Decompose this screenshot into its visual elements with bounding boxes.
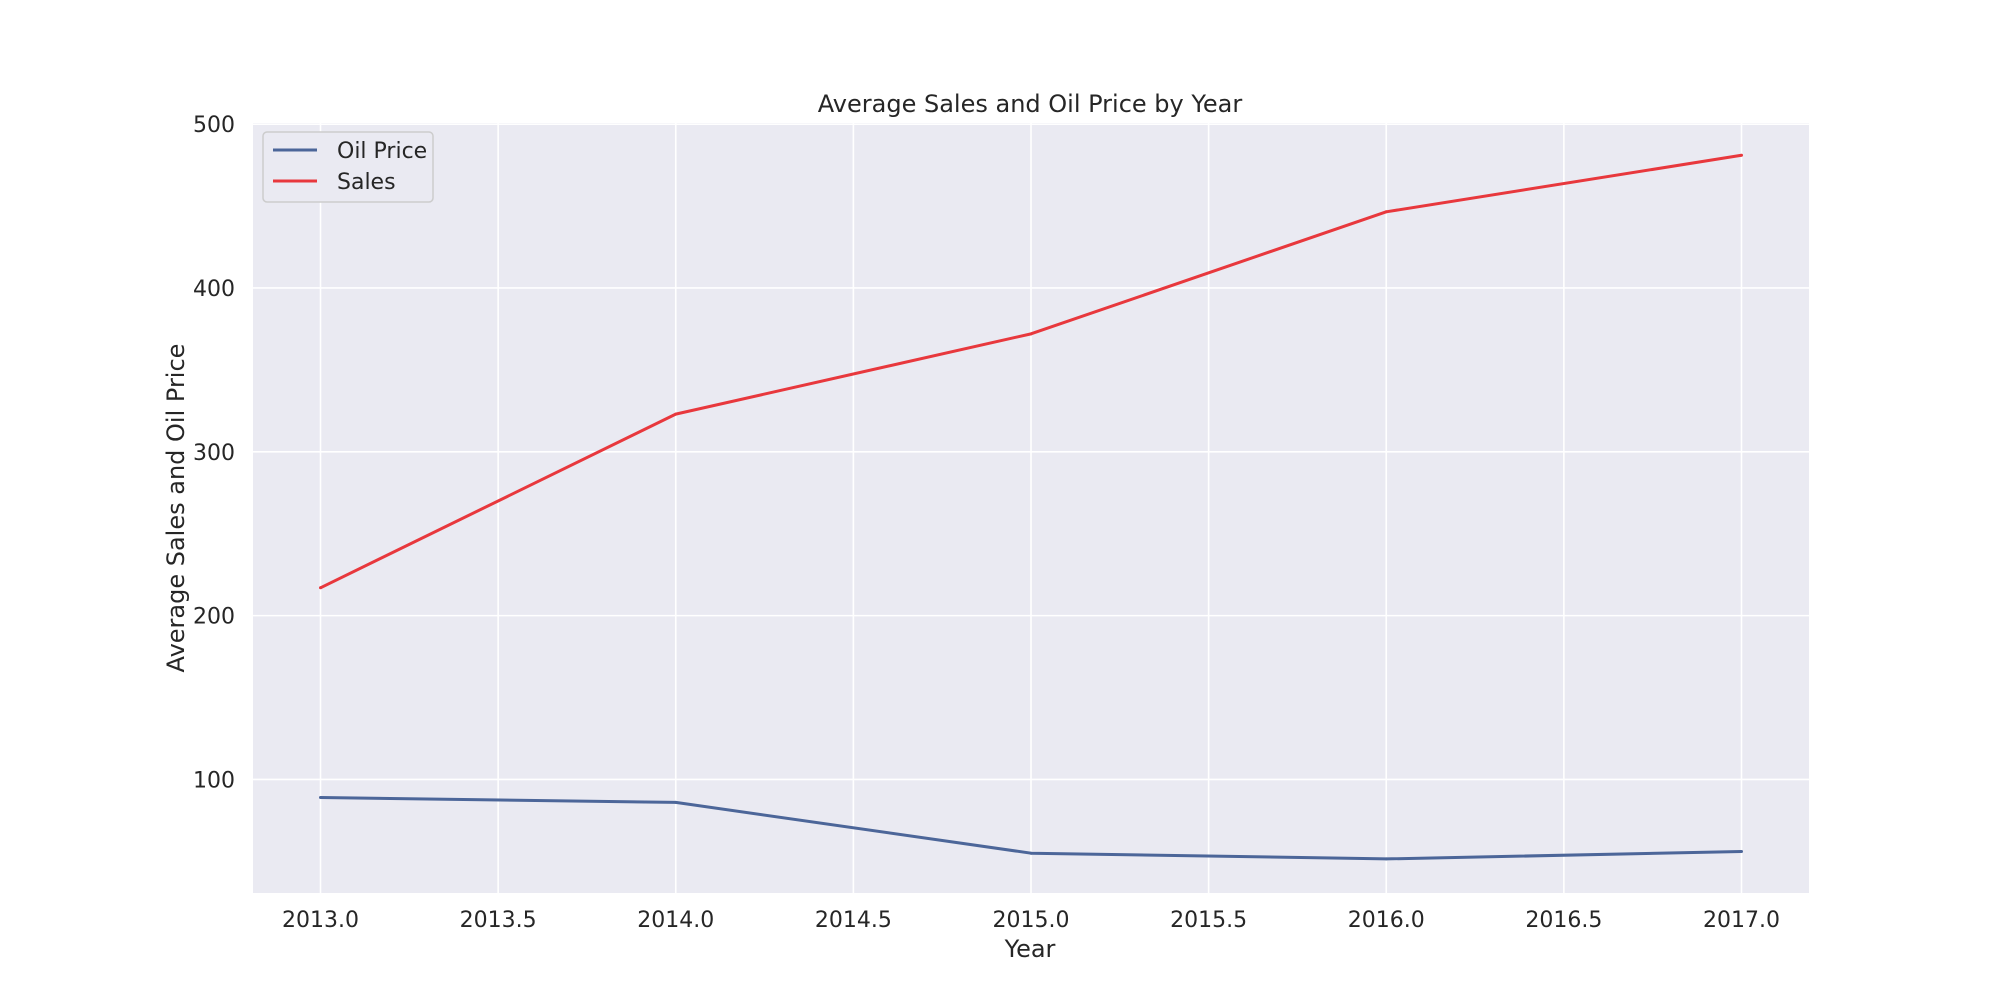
data-point-oil-price bbox=[318, 795, 322, 799]
x-tick-label: 2013.0 bbox=[282, 908, 359, 933]
data-point-oil-price bbox=[1029, 851, 1033, 855]
x-tick-label: 2017.0 bbox=[1703, 908, 1780, 933]
series-layer bbox=[318, 153, 1744, 861]
chart-title: Average Sales and Oil Price by Year bbox=[818, 90, 1243, 118]
y-tick-label: 200 bbox=[193, 605, 235, 630]
grid-lines bbox=[253, 123, 1809, 893]
legend-label-sales: Sales bbox=[337, 170, 396, 195]
x-tick-label: 2016.5 bbox=[1525, 908, 1602, 933]
x-tick-label: 2013.5 bbox=[460, 908, 537, 933]
y-tick-label: 100 bbox=[193, 768, 235, 793]
data-point-sales bbox=[1740, 153, 1744, 157]
x-tick-label: 2015.0 bbox=[993, 908, 1070, 933]
data-point-sales bbox=[674, 412, 678, 416]
x-tick-label: 2015.5 bbox=[1170, 908, 1247, 933]
data-point-sales bbox=[318, 586, 322, 590]
y-tick-label: 300 bbox=[193, 441, 235, 466]
x-tick-label: 2014.5 bbox=[815, 908, 892, 933]
y-axis-ticks: 100 200 300 400 500 bbox=[193, 113, 235, 793]
legend-label-oil-price: Oil Price bbox=[337, 139, 427, 164]
data-point-oil-price bbox=[674, 800, 678, 804]
data-point-oil-price bbox=[1740, 850, 1744, 854]
x-axis-title: Year bbox=[1004, 935, 1056, 963]
x-tick-label: 2014.0 bbox=[637, 908, 714, 933]
data-point-sales bbox=[1029, 332, 1033, 336]
x-tick-label: 2016.0 bbox=[1348, 908, 1425, 933]
x-axis-ticks: 2013.0 2013.5 2014.0 2014.5 2015.0 2015.5 2016… bbox=[282, 908, 1780, 933]
legend: Oil Price Sales bbox=[262, 131, 434, 203]
y-tick-label: 500 bbox=[193, 113, 235, 138]
data-point-oil-price bbox=[1384, 857, 1388, 861]
y-axis-title: Average Sales and Oil Price bbox=[162, 344, 190, 673]
y-tick-label: 400 bbox=[193, 277, 235, 302]
data-point-sales bbox=[1384, 210, 1388, 214]
